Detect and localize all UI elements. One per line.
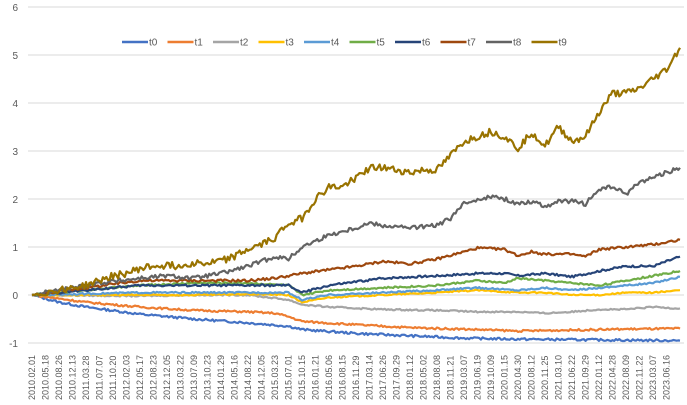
x-tick-label: 2013.03.22	[176, 355, 186, 400]
legend-label: t5	[377, 38, 386, 49]
x-tick-label: 2018.11.21	[446, 356, 456, 400]
x-tick-label: 2011.07.07	[95, 356, 105, 400]
x-tick-label: 2010.12.13	[68, 355, 78, 400]
x-tick-label: 2011.03.28	[81, 356, 91, 400]
x-tick-label: 2015.10.15	[297, 355, 307, 400]
x-tick-label: 2012.08.23	[149, 355, 159, 400]
x-tick-label: 2014.01.29	[216, 355, 226, 400]
y-tick-label: 1	[12, 243, 18, 254]
series-line-t9	[31, 47, 681, 297]
x-tick-label: 2014.05.16	[230, 355, 240, 400]
legend-label: t6	[422, 38, 431, 49]
x-tick-label: 2016.08.15	[338, 355, 348, 400]
x-tick-label: 2013.07.09	[189, 355, 199, 400]
legend: t0 t1 t2 t3 t4 t5 t6 t7 t8 t9	[122, 38, 567, 49]
series-line-t1	[31, 293, 681, 333]
x-tick-label: 2020.11.25	[540, 356, 550, 400]
x-tick-label: 2016.11.29	[351, 356, 361, 400]
x-tick-label: 2014.12.05	[257, 355, 267, 400]
x-tick-label: 2018.05.02	[419, 355, 429, 400]
series-lines	[31, 47, 681, 343]
y-axis-ticks: -1 0 1 2 3 4 5 6	[9, 3, 18, 350]
legend-item-t0: t0	[122, 38, 158, 49]
x-tick-label: 2021.03.10	[554, 355, 564, 400]
legend-label: t8	[513, 38, 522, 49]
x-tick-label: 2021.06.22	[567, 355, 577, 400]
x-tick-label: 2020.01.15	[500, 355, 510, 400]
legend-item-t6: t6	[395, 38, 431, 49]
legend-item-t3: t3	[258, 38, 295, 49]
y-tick-label: 0	[12, 291, 18, 302]
x-tick-label: 2017.09.29	[392, 355, 402, 400]
x-tick-label: 2017.06.26	[378, 355, 388, 400]
y-tick-label: 3	[12, 147, 18, 158]
legend-item-t9: t9	[531, 38, 568, 49]
x-tick-label: 2018.08.08	[432, 355, 442, 400]
legend-item-t1: t1	[167, 38, 204, 49]
y-tick-label: 2	[12, 195, 18, 206]
x-tick-label: 2019.03.07	[459, 355, 469, 400]
y-tick-label: 5	[12, 51, 18, 62]
x-tick-label: 2015.03.23	[270, 355, 280, 400]
x-tick-label: 2022.08.09	[621, 355, 631, 400]
x-axis-ticks: 2010.02.01 2010.05.18 2010.08.26 2010.12.13…	[27, 355, 672, 400]
x-tick-label: 2023.06.16	[662, 355, 672, 400]
y-tick-label: 4	[12, 99, 18, 110]
x-tick-label: 2019.06.19	[473, 355, 483, 400]
legend-label: t9	[559, 38, 568, 49]
x-tick-label: 2022.01.12	[594, 355, 604, 400]
x-tick-label: 2020.08.12	[527, 355, 537, 400]
series-line-t3	[32, 288, 681, 304]
legend-label: t3	[286, 38, 295, 49]
x-tick-label: 2010.05.18	[41, 355, 51, 400]
x-tick-label: 2013.10.23	[203, 355, 213, 400]
series-line-t2	[32, 293, 681, 315]
x-tick-label: 2019.10.09	[486, 355, 496, 400]
x-tick-label: 2012.12.05	[162, 355, 172, 400]
x-tick-label: 2022.11.22	[635, 356, 645, 400]
x-tick-label: 2010.02.01	[27, 355, 37, 400]
legend-label: t2	[240, 38, 249, 49]
x-tick-label: 2016.05.06	[324, 355, 334, 400]
x-tick-label: 2018.01.12	[405, 355, 415, 400]
x-tick-label: 2016.01.21	[311, 355, 321, 400]
legend-item-t4: t4	[304, 38, 340, 49]
y-tick-label: 6	[12, 3, 18, 14]
legend-item-t7: t7	[440, 38, 477, 49]
x-tick-label: 2022.04.28	[608, 355, 618, 400]
x-tick-label: 2017.03.14	[365, 355, 375, 400]
legend-item-t5: t5	[349, 38, 386, 49]
series-line-t4	[32, 275, 681, 302]
x-tick-label: 2020.04.30	[513, 355, 523, 400]
legend-label: t1	[195, 38, 204, 49]
x-tick-label: 2014.08.22	[243, 355, 253, 400]
legend-label: t4	[331, 38, 340, 49]
x-tick-label: 2023.03.07	[648, 355, 658, 400]
x-tick-label: 2012.05.17	[135, 355, 145, 400]
x-tick-label: 2010.08.26	[54, 355, 64, 400]
legend-label: t0	[149, 38, 158, 49]
x-tick-label: 2012.02.03	[122, 355, 132, 400]
x-tick-label: 2015.07.01	[284, 355, 294, 400]
x-tick-label: 2021.09.29	[581, 355, 591, 400]
y-tick-label: -1	[9, 339, 18, 350]
x-tick-label: 2011.10.20	[108, 356, 118, 400]
legend-label: t7	[468, 38, 477, 49]
series-line-t6	[31, 255, 681, 297]
series-line-t8	[31, 167, 681, 297]
series-line-t0	[31, 293, 681, 343]
legend-item-t8: t8	[486, 38, 522, 49]
legend-item-t2: t2	[213, 38, 249, 49]
